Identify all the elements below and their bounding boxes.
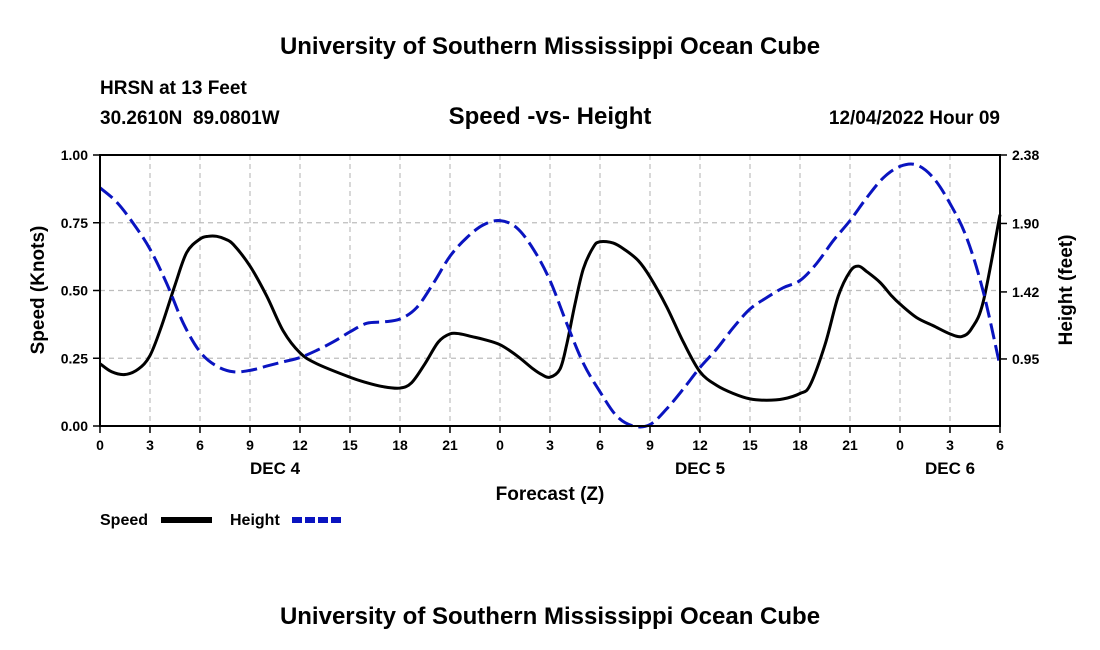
x-axis-label: Forecast (Z): [496, 484, 605, 505]
x-tick-label: 21: [842, 437, 858, 453]
y-tick-label-right: 2.38: [1012, 147, 1039, 163]
y-tick-label-left: 0.75: [61, 215, 88, 231]
y-tick-label-right: 1.90: [1012, 215, 1039, 231]
chart-title: University of Southern Mississippi Ocean…: [280, 33, 820, 60]
x-tick-label: 3: [546, 437, 554, 453]
coordinates-label: 30.2610N 89.0801W: [100, 108, 280, 129]
series-lines: [99, 162, 1002, 429]
height-series-line: [99, 162, 1002, 429]
date-label: DEC 6: [925, 459, 975, 478]
x-tick-label: 12: [692, 437, 708, 453]
date-label: DEC 4: [250, 459, 301, 478]
y-tick-label-left: 0.25: [61, 350, 88, 366]
x-tick-label: 0: [896, 437, 904, 453]
y-tick-label-right: 1.42: [1012, 284, 1039, 300]
y-tick-label-left: 1.00: [61, 147, 88, 163]
footer-title: University of Southern Mississippi Ocean…: [280, 603, 820, 630]
timestamp-label: 12/04/2022 Hour 09: [829, 108, 1000, 129]
date-label: DEC 5: [675, 459, 725, 478]
x-tick-label: 15: [342, 437, 358, 453]
x-tick-label: 9: [646, 437, 654, 453]
x-tick-label: 12: [292, 437, 308, 453]
x-tick-label: 15: [742, 437, 758, 453]
legend-height-label: Height: [230, 512, 280, 529]
y-tick-label-left: 0.50: [61, 283, 88, 299]
x-tick-label: 9: [246, 437, 254, 453]
x-tick-label: 3: [146, 437, 154, 453]
x-tick-label: 3: [946, 437, 954, 453]
y-axis-label-left: Speed (Knots): [28, 226, 49, 355]
legend-speed-label: Speed: [100, 512, 148, 529]
x-tick-label: 6: [596, 437, 604, 453]
x-tick-label: 18: [392, 437, 408, 453]
y-tick-label-right: 0.95: [1012, 351, 1039, 367]
x-tick-label: 18: [792, 437, 808, 453]
y-axis-label-right: Height (feet): [1056, 235, 1077, 346]
station-label: HRSN at 13 Feet: [100, 78, 247, 99]
speed-series-line: [99, 214, 1002, 402]
axis-ticks: 0 3 6 9 12 15 18 21 0 3 6 9 12 15 18 21 0 3 6 DEC 4 DEC 5 DEC…: [61, 147, 1040, 478]
x-tick-label: 21: [442, 437, 458, 453]
chart-subtitle: Speed -vs- Height: [449, 103, 652, 130]
x-tick-label: 0: [96, 437, 104, 453]
x-tick-label: 6: [196, 437, 204, 453]
grid-lines: [100, 155, 1000, 426]
x-tick-label: 6: [996, 437, 1004, 453]
legend: Speed Height: [100, 512, 343, 529]
x-tick-label: 0: [496, 437, 504, 453]
y-tick-label-left: 0.00: [61, 418, 88, 434]
